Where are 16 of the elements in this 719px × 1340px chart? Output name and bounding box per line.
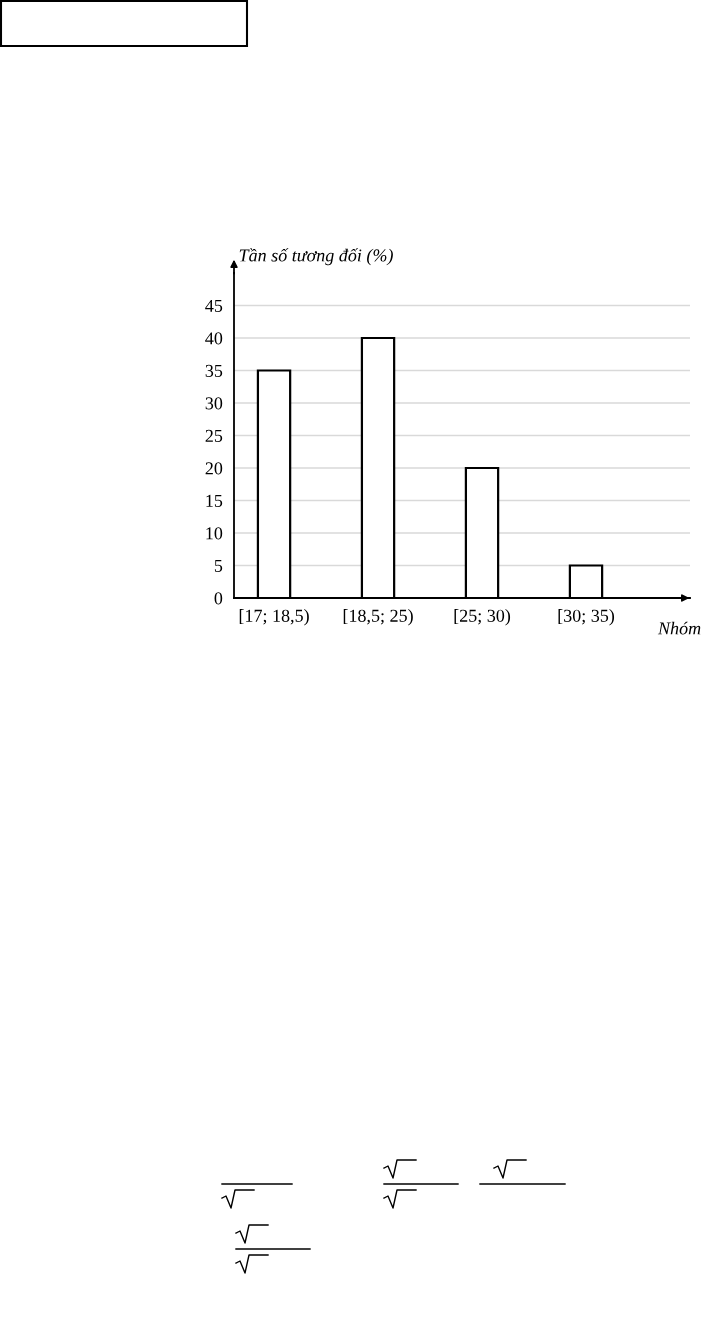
x-axis-title: Nhóm <box>657 621 701 635</box>
y-tick-label: 10 <box>206 527 223 540</box>
y-tick-label: 20 <box>205 462 223 475</box>
y-tick-label: 45 <box>205 299 223 312</box>
y-tick-label: 35 <box>205 364 223 377</box>
y-tick-label: 5 <box>214 559 223 572</box>
y-tick-label: 40 <box>205 332 223 345</box>
x-tick-label: [17; 18,5) <box>239 609 309 626</box>
x-tick-label: [30; 35) <box>558 609 615 626</box>
x-tick-label: [18,5; 25) <box>343 609 413 626</box>
x-tick-label: [25; 30) <box>454 609 511 626</box>
y-tick-label: 25 <box>205 429 223 442</box>
y-tick-label: 0 <box>214 592 223 605</box>
y-tick-label: 15 <box>206 494 223 507</box>
y-tick-label: 30 <box>205 397 223 410</box>
y-axis-title: Tần số tương đối (%) <box>239 248 393 266</box>
